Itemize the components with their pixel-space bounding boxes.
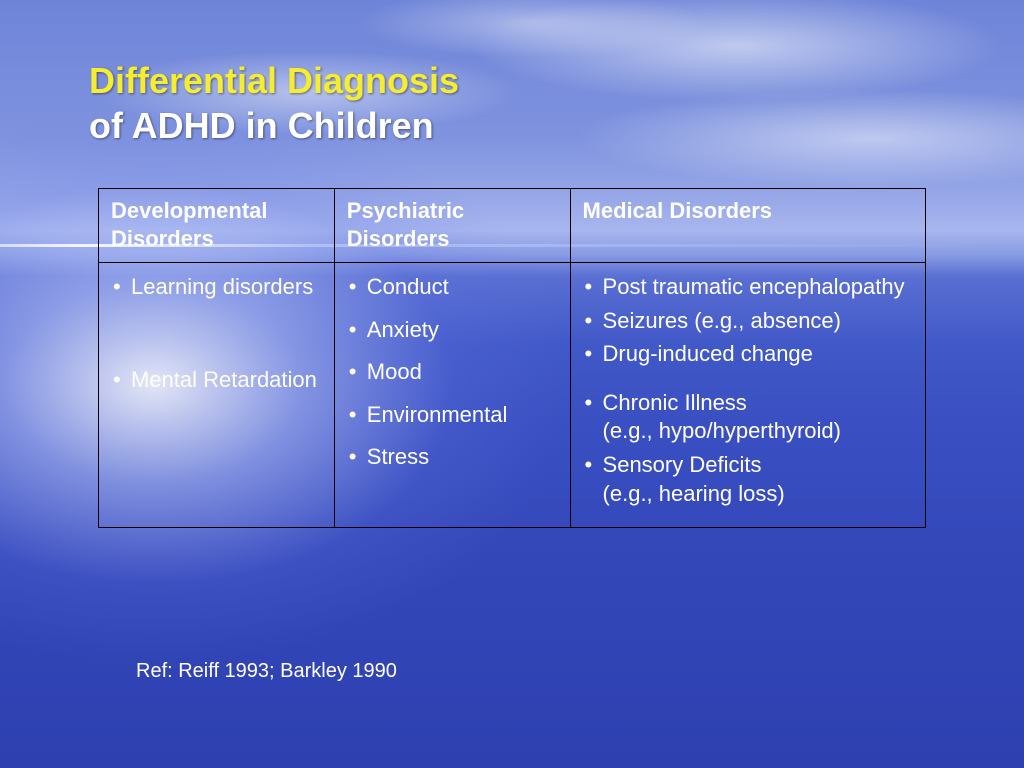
reference-text: Ref: Reiff 1993; Barkley 1990 (136, 660, 397, 683)
list-item: Drug-induced change (581, 340, 915, 369)
table-row: Learning disorders Mental Retardation Con… (99, 263, 926, 528)
slide-title: Differential Diagnosis of ADHD in Childr… (89, 58, 459, 148)
title-line-2: of ADHD in Children (89, 103, 459, 148)
list-item: Mood (345, 358, 560, 387)
list-medical: Post traumatic encephalopathy Seizures (e… (581, 273, 915, 508)
list-item: Conduct (345, 273, 560, 302)
list-item: Seizures (e.g., absence) (581, 307, 915, 336)
slide: Differential Diagnosis of ADHD in Childr… (0, 0, 1024, 768)
list-item: Environmental (345, 401, 560, 430)
cell-psychiatric: Conduct Anxiety Mood Environmental Stress (334, 263, 570, 528)
col-header-psychiatric: Psychiatric Disorders (334, 189, 570, 263)
list-item: Stress (345, 443, 560, 472)
list-item: Chronic Illness(e.g., hypo/hyperthyroid) (581, 389, 915, 446)
list-item: Anxiety (345, 316, 560, 345)
list-item: Sensory Deficits(e.g., hearing loss) (581, 451, 915, 508)
disorders-table: Developmental Disorders Psychiatric Diso… (98, 188, 926, 528)
list-item-sub: (e.g., hypo/hyperthyroid) (603, 417, 915, 446)
list-developmental: Learning disorders Mental Retardation (109, 273, 324, 394)
table-header-row: Developmental Disorders Psychiatric Diso… (99, 189, 926, 263)
col-header-developmental: Developmental Disorders (99, 189, 335, 263)
title-line-1: Differential Diagnosis (89, 58, 459, 103)
list-item: Mental Retardation (109, 366, 324, 395)
cell-developmental: Learning disorders Mental Retardation (99, 263, 335, 528)
list-item: Learning disorders (109, 273, 324, 302)
cell-medical: Post traumatic encephalopathy Seizures (e… (570, 263, 925, 528)
list-item-sub: (e.g., hearing loss) (603, 480, 915, 509)
list-item: Post traumatic encephalopathy (581, 273, 915, 302)
list-psychiatric: Conduct Anxiety Mood Environmental Stress (345, 273, 560, 472)
col-header-medical: Medical Disorders (570, 189, 925, 263)
